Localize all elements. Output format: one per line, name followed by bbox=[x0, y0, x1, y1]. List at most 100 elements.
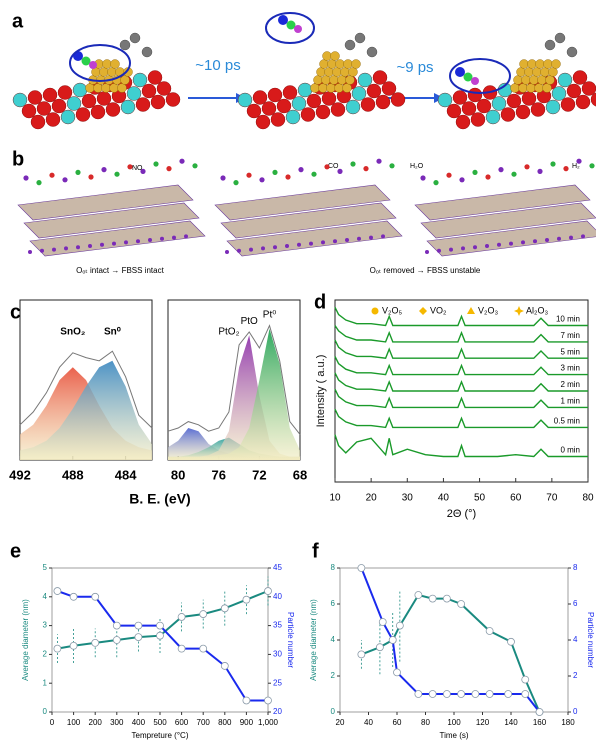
atom bbox=[273, 245, 277, 250]
atom bbox=[261, 246, 265, 251]
peak-area bbox=[168, 328, 300, 460]
atom bbox=[147, 70, 163, 85]
atom bbox=[485, 244, 489, 248]
atom bbox=[471, 77, 479, 85]
atom bbox=[389, 163, 395, 169]
atom bbox=[529, 75, 539, 85]
atom bbox=[449, 247, 453, 252]
atom bbox=[425, 250, 429, 254]
y-tick-label: 1 bbox=[43, 678, 48, 687]
atom bbox=[179, 158, 185, 164]
atom bbox=[166, 166, 172, 172]
atom bbox=[333, 239, 337, 244]
atom bbox=[530, 102, 546, 117]
atom bbox=[345, 238, 349, 242]
atom bbox=[36, 101, 52, 116]
x-tick-label: 1,000 bbox=[258, 718, 279, 727]
y2-tick-label: 0 bbox=[573, 707, 578, 716]
atom bbox=[123, 67, 133, 77]
atom bbox=[554, 32, 566, 44]
atom bbox=[433, 180, 439, 186]
series-label: 1 min bbox=[560, 396, 580, 405]
atom bbox=[316, 67, 326, 77]
x-tick-label: 500 bbox=[153, 718, 167, 727]
atom bbox=[114, 171, 120, 177]
atom bbox=[107, 67, 117, 77]
slab bbox=[17, 184, 194, 221]
x-tick-label: 180 bbox=[561, 718, 575, 727]
legend-label: V₂O₅ bbox=[382, 305, 402, 315]
atom bbox=[548, 67, 558, 77]
data-point bbox=[112, 621, 121, 630]
atom bbox=[476, 98, 492, 114]
data-line bbox=[334, 325, 588, 343]
atom bbox=[237, 248, 241, 253]
atom bbox=[102, 59, 112, 69]
data-line bbox=[334, 356, 588, 376]
data-point bbox=[357, 650, 366, 659]
data-line bbox=[334, 306, 588, 327]
legend-symbol bbox=[467, 307, 475, 314]
atom bbox=[524, 67, 534, 77]
x-tick-label: 40 bbox=[364, 718, 373, 727]
atom bbox=[300, 107, 316, 122]
atom bbox=[342, 83, 352, 93]
atom bbox=[491, 96, 507, 111]
atom bbox=[340, 67, 350, 77]
x-tick-label: 488 bbox=[62, 467, 84, 482]
atom bbox=[519, 59, 529, 69]
atom bbox=[117, 83, 127, 93]
atom bbox=[551, 86, 567, 101]
atom bbox=[313, 75, 323, 85]
atom bbox=[220, 175, 226, 181]
data-point bbox=[69, 592, 78, 601]
atom bbox=[461, 246, 465, 251]
data-point bbox=[442, 690, 451, 698]
atom bbox=[150, 94, 166, 110]
x-axis-label: B. E. (eV) bbox=[129, 491, 190, 507]
x-tick-label: 20 bbox=[336, 718, 345, 727]
data-line bbox=[334, 339, 588, 359]
data-line bbox=[334, 408, 588, 429]
series-label: 2 min bbox=[560, 380, 580, 389]
atom bbox=[93, 83, 103, 93]
atom bbox=[330, 51, 340, 61]
atom bbox=[153, 161, 159, 167]
atom bbox=[506, 93, 522, 109]
atom bbox=[381, 81, 397, 96]
data-point bbox=[393, 668, 401, 677]
slab bbox=[420, 202, 596, 239]
atom bbox=[535, 59, 545, 69]
atom bbox=[550, 161, 556, 167]
atom bbox=[233, 180, 239, 186]
atom bbox=[485, 109, 501, 125]
atom bbox=[363, 166, 369, 172]
x-tick-label: 400 bbox=[132, 718, 146, 727]
atom bbox=[576, 158, 582, 164]
series-label: 0.5 min bbox=[554, 417, 580, 426]
atom bbox=[357, 72, 373, 88]
atom bbox=[521, 75, 531, 85]
atom bbox=[160, 236, 164, 241]
data-point bbox=[199, 644, 208, 653]
atom bbox=[246, 103, 262, 119]
atom bbox=[375, 94, 391, 110]
data-point bbox=[112, 636, 121, 644]
atom bbox=[532, 67, 542, 77]
atom bbox=[96, 91, 112, 106]
atom bbox=[350, 161, 356, 167]
data-point bbox=[428, 690, 437, 698]
y2-tick-label: 35 bbox=[273, 621, 282, 630]
data-point bbox=[242, 696, 251, 705]
atom bbox=[28, 250, 32, 254]
y2-tick-label: 8 bbox=[573, 563, 578, 572]
atom bbox=[461, 101, 477, 116]
x-tick-label: 80 bbox=[171, 467, 185, 482]
series-label: 7 min bbox=[560, 331, 580, 340]
atom bbox=[498, 167, 504, 173]
atom bbox=[75, 169, 81, 175]
atom bbox=[510, 83, 520, 93]
x-tick-label: 160 bbox=[533, 718, 547, 727]
atom bbox=[581, 81, 596, 96]
slab bbox=[226, 220, 403, 257]
